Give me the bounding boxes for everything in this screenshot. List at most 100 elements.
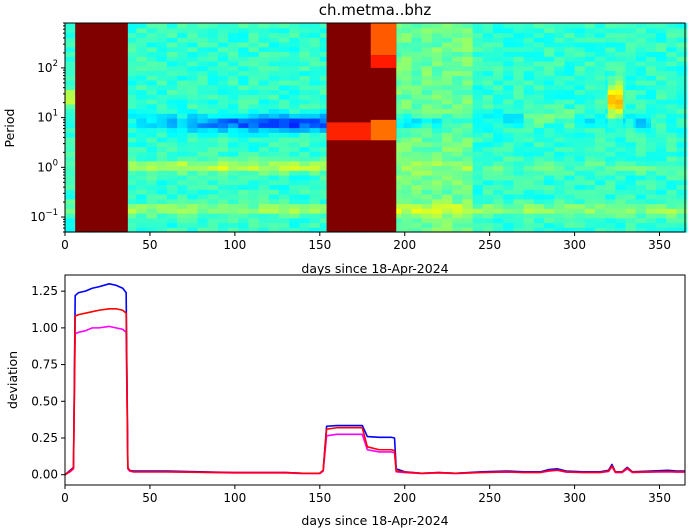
spectrogram-cell bbox=[240, 213, 244, 219]
spectrogram-cell bbox=[189, 70, 193, 76]
spectrogram-cell bbox=[179, 189, 183, 195]
spectrogram-cell bbox=[70, 108, 74, 114]
spectrogram-cell bbox=[294, 51, 298, 57]
spectrogram-cell bbox=[67, 32, 71, 38]
spectrogram-cell bbox=[309, 227, 313, 233]
spectrogram-cell bbox=[169, 80, 173, 86]
spectrogram-cell bbox=[279, 213, 283, 219]
spectrogram-cell bbox=[141, 56, 145, 62]
spectrogram-cell bbox=[197, 213, 201, 219]
spectrogram-cell bbox=[128, 118, 132, 124]
spectrogram-cell bbox=[197, 184, 201, 190]
spectrogram-cell bbox=[238, 42, 242, 48]
spectrogram-cell bbox=[284, 65, 288, 72]
spectrogram-cell bbox=[202, 198, 206, 205]
spectrogram-cell bbox=[128, 80, 132, 86]
spectrogram-cell bbox=[65, 189, 69, 195]
spectrogram-cell bbox=[149, 189, 153, 195]
spectrogram-cell bbox=[146, 160, 150, 167]
spectrogram-cell bbox=[189, 118, 193, 124]
spectrogram-cell bbox=[284, 170, 288, 176]
spectrogram-cell bbox=[263, 27, 267, 34]
spectrogram-cell bbox=[322, 65, 326, 72]
spectrogram-cell bbox=[240, 27, 244, 34]
spectrogram-cell bbox=[164, 89, 168, 95]
spectrogram-cell bbox=[70, 32, 74, 38]
spectrogram-cell bbox=[141, 160, 145, 167]
spectrogram-cell bbox=[215, 184, 219, 190]
spectrogram-cell bbox=[301, 151, 306, 157]
spectrogram-cell bbox=[281, 23, 285, 29]
spectrogram-cell bbox=[281, 179, 285, 186]
spectrogram-cell bbox=[289, 75, 293, 81]
spectrogram-cell bbox=[256, 113, 260, 119]
spectrogram-cell bbox=[266, 227, 270, 233]
spectrogram-cell bbox=[189, 227, 193, 233]
spectrogram-cell bbox=[222, 213, 227, 219]
spectrogram-cell bbox=[205, 89, 209, 95]
spectrogram-cell bbox=[220, 208, 224, 214]
spectrogram-cell bbox=[304, 113, 308, 119]
spectrogram-cell bbox=[146, 65, 150, 72]
spectrogram-cell bbox=[212, 222, 216, 228]
spectrogram-cell bbox=[291, 156, 295, 162]
spectrogram-cell bbox=[266, 222, 270, 228]
spectrogram-cell bbox=[258, 217, 262, 224]
spectrogram-cell bbox=[279, 89, 283, 95]
spectrogram-cell bbox=[172, 217, 176, 224]
spectrogram-cell bbox=[200, 46, 204, 53]
spectrogram-cell bbox=[210, 23, 214, 29]
spectrogram-cell bbox=[286, 89, 290, 95]
spectrogram-cell bbox=[324, 127, 329, 133]
spectrogram-cell bbox=[215, 99, 219, 105]
spectrogram-cell bbox=[212, 127, 216, 133]
spectrogram-cell bbox=[286, 113, 290, 119]
spectrogram-cell bbox=[177, 89, 181, 95]
spectrogram-cell bbox=[169, 103, 173, 110]
spectrogram-cell bbox=[212, 94, 216, 100]
spectrogram-cell bbox=[210, 56, 214, 62]
spectrogram-cell bbox=[291, 118, 295, 124]
spectrogram-cell bbox=[284, 165, 288, 171]
spectrogram-cell bbox=[154, 103, 158, 110]
spectrogram-cell bbox=[238, 56, 242, 62]
spectrogram-cell bbox=[187, 217, 191, 224]
spectrogram-cell bbox=[268, 42, 272, 48]
spectrogram-cell bbox=[314, 27, 318, 34]
spectrogram-cell bbox=[151, 151, 155, 157]
spectrogram-cell bbox=[245, 37, 250, 43]
spectrogram-cell bbox=[256, 156, 260, 162]
spectrogram-cell bbox=[268, 194, 272, 200]
spectrogram-cell bbox=[258, 103, 262, 110]
spectrogram-cell bbox=[70, 222, 74, 228]
spectrogram-cell bbox=[296, 108, 301, 114]
spectrogram-cell bbox=[263, 165, 267, 171]
spectrogram-cell bbox=[240, 118, 244, 124]
spectrogram-cell bbox=[263, 89, 267, 95]
spectrogram-cell bbox=[317, 227, 321, 233]
spectrogram-cell bbox=[161, 61, 165, 67]
spectrogram-cell bbox=[154, 198, 158, 205]
spectrogram-cell bbox=[238, 23, 242, 29]
spectrogram-cell bbox=[202, 65, 206, 72]
spectrogram-cell bbox=[281, 127, 285, 133]
spectrogram-cell bbox=[205, 146, 209, 152]
spectrogram-cell bbox=[164, 213, 168, 219]
spectrogram-cell bbox=[143, 108, 148, 114]
spectrogram-cell bbox=[138, 23, 143, 29]
spectrogram-cell bbox=[217, 94, 222, 100]
spectrogram-cell bbox=[314, 23, 318, 29]
spectrogram-cell bbox=[276, 23, 280, 29]
spectrogram-cell bbox=[304, 208, 308, 214]
spectrogram-cell bbox=[179, 141, 183, 148]
spectrogram-cell bbox=[192, 132, 196, 138]
spectrogram-cell bbox=[200, 127, 204, 133]
spectrogram-cell bbox=[159, 61, 163, 67]
spectrogram-cell bbox=[276, 127, 280, 133]
spectrogram-cell bbox=[72, 156, 76, 162]
spectrogram-cell bbox=[240, 137, 244, 143]
spectrogram-cell bbox=[238, 208, 242, 214]
spectrogram-cell bbox=[172, 160, 176, 167]
spectrogram-cell bbox=[238, 132, 242, 138]
spectrogram-cell bbox=[230, 27, 234, 34]
